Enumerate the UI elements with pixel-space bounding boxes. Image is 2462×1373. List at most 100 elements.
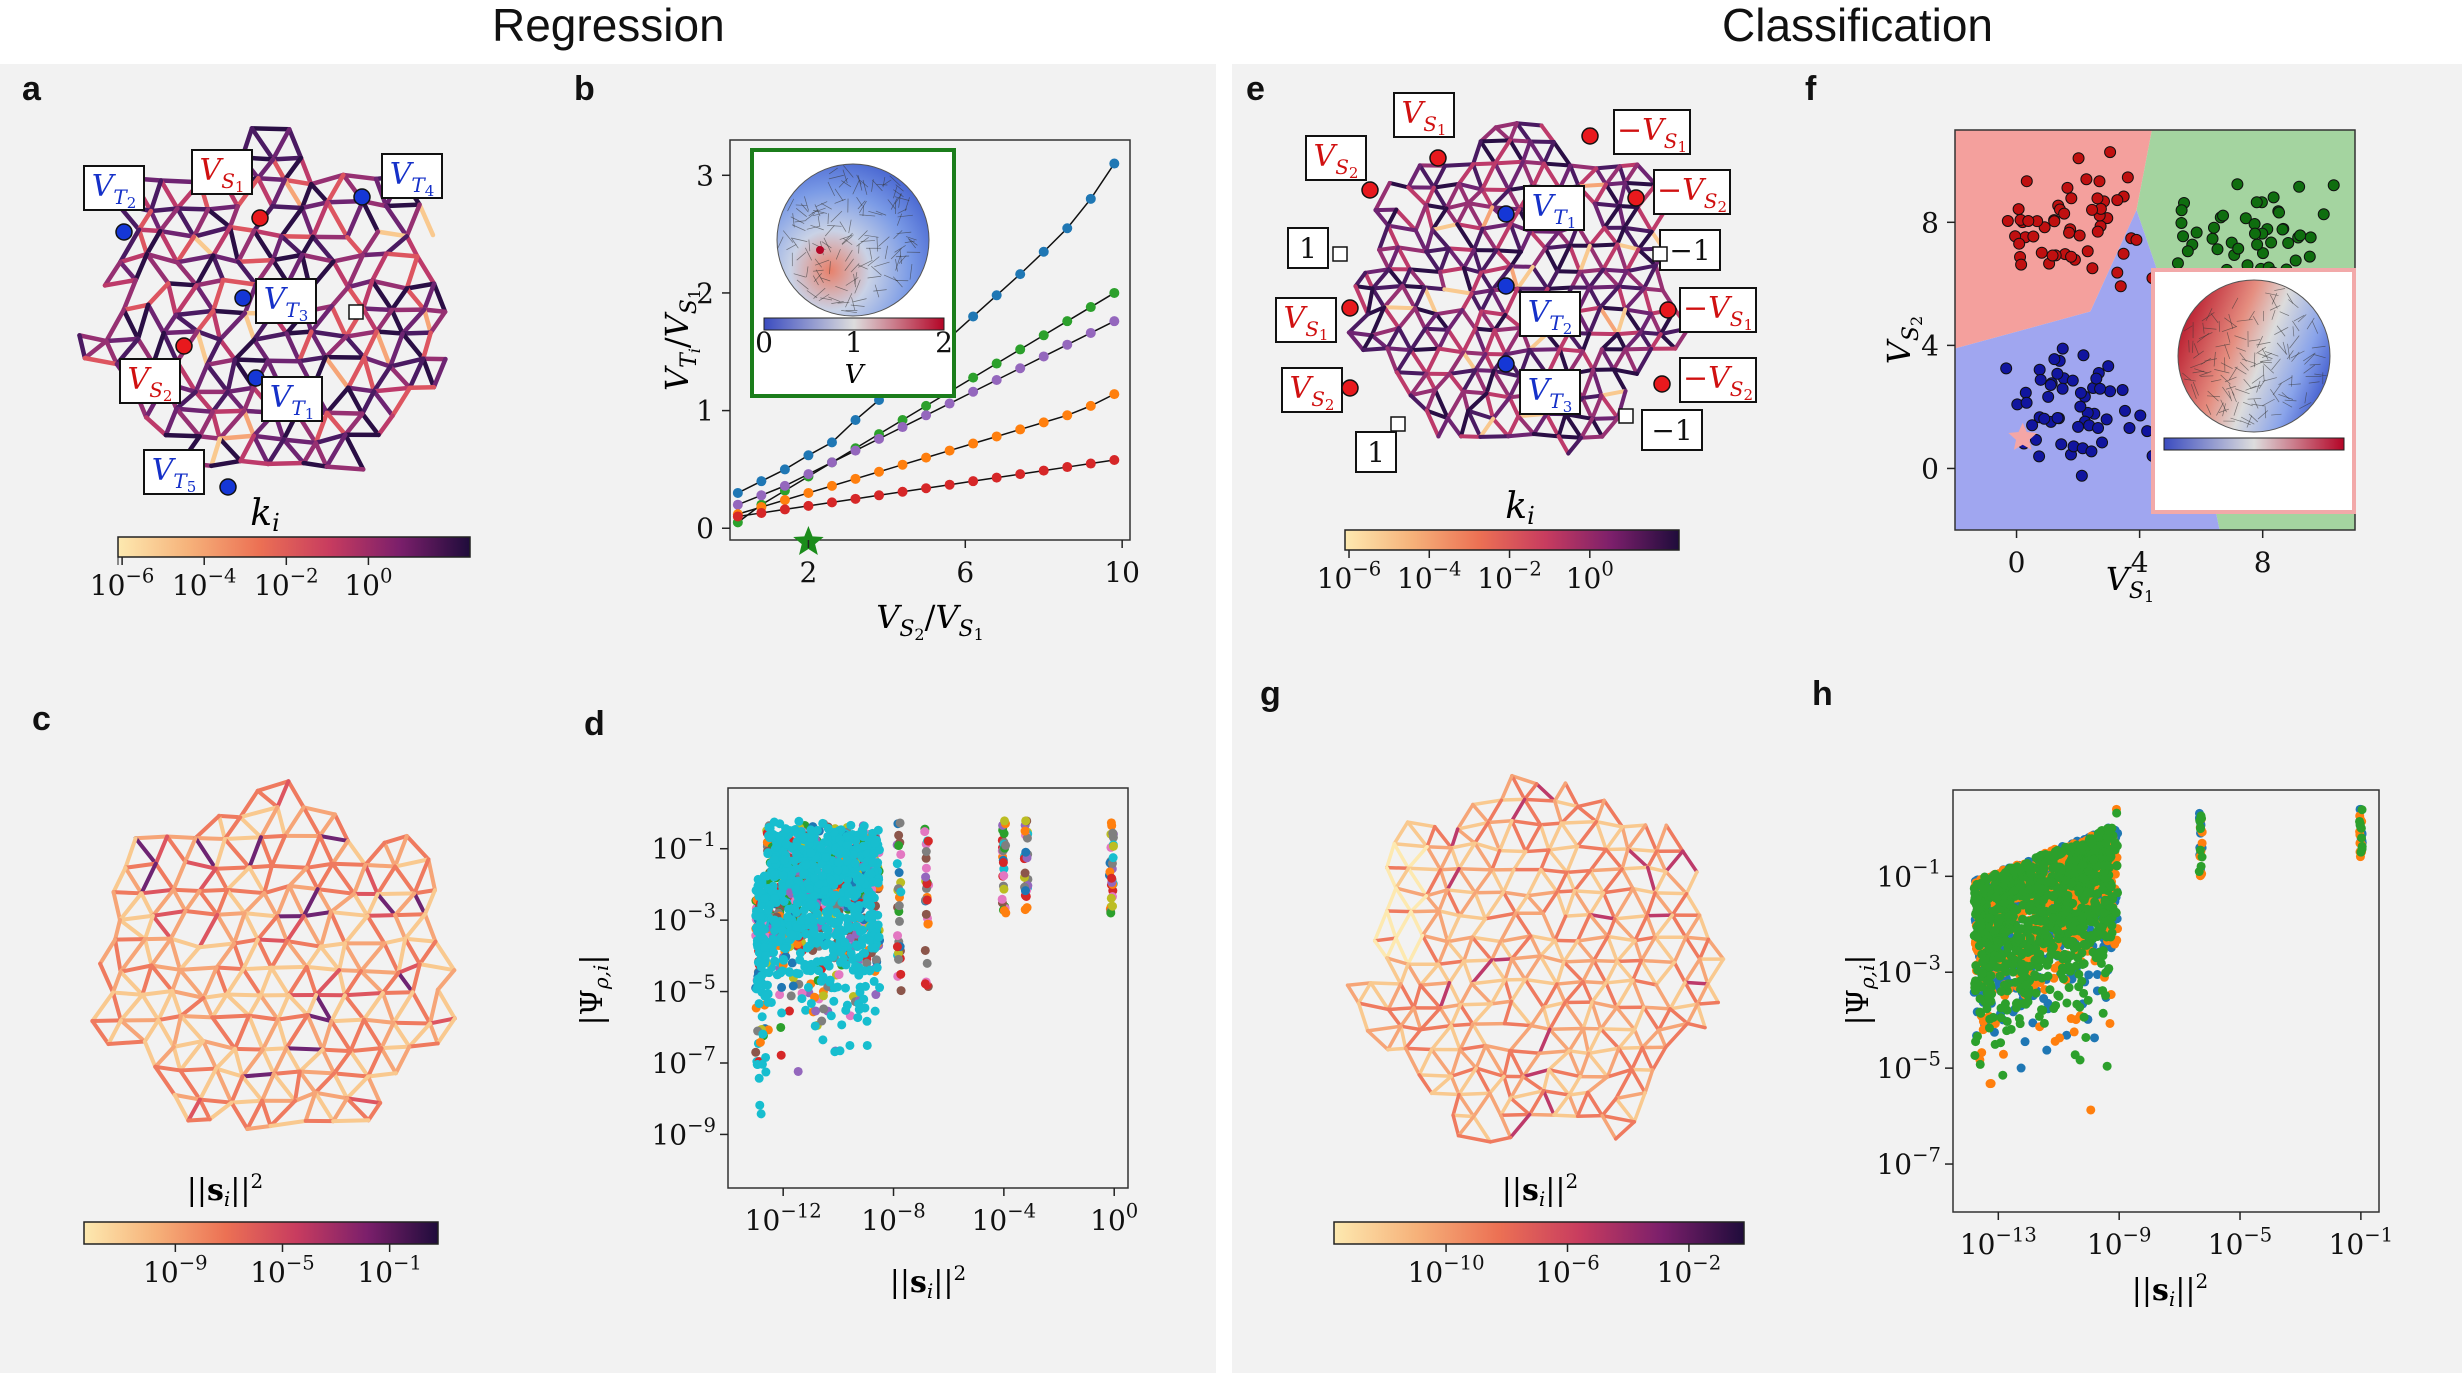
network-edge [106, 1018, 123, 1046]
network-edge [375, 891, 417, 897]
network-edge [171, 859, 188, 892]
network-edge [165, 281, 179, 318]
network-edge [1418, 980, 1452, 987]
network-edge [1478, 139, 1498, 166]
data-point [775, 990, 785, 1000]
network-edge [315, 887, 333, 915]
data-point-VT5 [1038, 465, 1049, 476]
data-point-orange [1985, 1079, 1995, 1089]
network-edge [360, 229, 381, 258]
network-edge [404, 233, 420, 259]
network-edge [1587, 284, 1621, 290]
network-edge [1601, 242, 1620, 272]
inset-mesh-edge [2256, 346, 2266, 354]
network-edge [343, 941, 364, 974]
network-edge [268, 1118, 308, 1128]
network-edge [1471, 248, 1483, 275]
network-edge [1386, 1046, 1408, 1052]
network-edge [1444, 181, 1461, 211]
colorbar-c: ||si||2 [83, 1169, 439, 1245]
network-edge [1466, 201, 1495, 210]
data-point [998, 858, 1008, 868]
data-point-green [2256, 247, 2269, 260]
network-edge [304, 833, 322, 870]
data-point [834, 858, 844, 868]
network-edge [148, 206, 180, 214]
network-edge [1430, 227, 1451, 251]
network-edge [1527, 1089, 1546, 1117]
network-edge [201, 1038, 219, 1071]
network-edge [1630, 1067, 1655, 1072]
network-edge [197, 912, 220, 950]
data-point [871, 990, 881, 1000]
network-edge [178, 1066, 219, 1073]
network-edge [1605, 1067, 1634, 1079]
network-edge [1510, 934, 1533, 961]
network-edge [286, 993, 310, 1018]
ground-node-a [348, 304, 364, 320]
network-edge [1683, 957, 1702, 985]
network-edge [102, 277, 138, 288]
network-edge [140, 989, 175, 997]
inset-mesh-edge [2253, 352, 2256, 368]
colorbar-g-ticks: 10−10 10−6 10−2 [1408, 1244, 1721, 1289]
network-edge [1424, 888, 1449, 898]
network-edge [1424, 387, 1438, 413]
network-edge [170, 989, 183, 1018]
network-edge [1365, 305, 1387, 317]
inset-mesh-edge [862, 205, 864, 217]
network-edge [136, 208, 154, 232]
network-edge [1523, 954, 1543, 982]
network-edge [1544, 411, 1561, 439]
network-edge [118, 969, 145, 997]
network-edge [241, 965, 274, 972]
network-edge [345, 838, 368, 867]
inset-mesh-edge [2207, 395, 2221, 398]
network-edge [1556, 434, 1584, 440]
network-edge [210, 308, 248, 316]
network-edge [170, 967, 183, 994]
network-edge [1361, 346, 1390, 353]
network-edge [1483, 328, 1497, 356]
data-point [922, 895, 932, 905]
network-edge [1615, 225, 1627, 247]
network-edge [410, 962, 422, 995]
network-edge [1624, 269, 1646, 291]
network-edge [262, 863, 274, 896]
data-point [809, 891, 819, 901]
network-edge [238, 805, 280, 820]
network-edge [1563, 412, 1584, 440]
data-point-VT4 [803, 487, 814, 498]
data-point-VT5 [991, 472, 1002, 483]
data-point [923, 836, 933, 846]
inset-mesh-edge [792, 213, 795, 228]
network-edge [1385, 326, 1401, 351]
network-edge [1632, 1091, 1647, 1124]
network-edge [1469, 270, 1483, 296]
inset-mesh-edge [815, 201, 828, 207]
inset-mesh-edge [2256, 380, 2261, 393]
network-edge [1510, 774, 1539, 786]
network-edge [118, 227, 142, 265]
data-point [817, 1016, 827, 1026]
inset-mesh-edge [820, 297, 833, 301]
network-edge [1615, 307, 1628, 337]
data-point [757, 971, 767, 981]
network-edge [271, 1069, 302, 1076]
inset-mesh-edge [2203, 327, 2217, 330]
network-edge [1385, 346, 1413, 353]
inset-mesh-edge [2248, 339, 2261, 342]
data-point [778, 882, 788, 892]
network-edge [1555, 870, 1569, 894]
network-edge [1503, 978, 1514, 1004]
data-point-red [2013, 237, 2026, 250]
network-edge [1616, 284, 1646, 291]
network-edge [1653, 935, 1677, 965]
network-edge [1458, 1043, 1488, 1052]
network-edge [360, 306, 379, 334]
data-point [868, 857, 878, 867]
network-edge [1408, 387, 1438, 398]
network-edge [1436, 939, 1450, 967]
network-edge [332, 1049, 353, 1076]
bias-left-bot-box [1355, 431, 1397, 473]
